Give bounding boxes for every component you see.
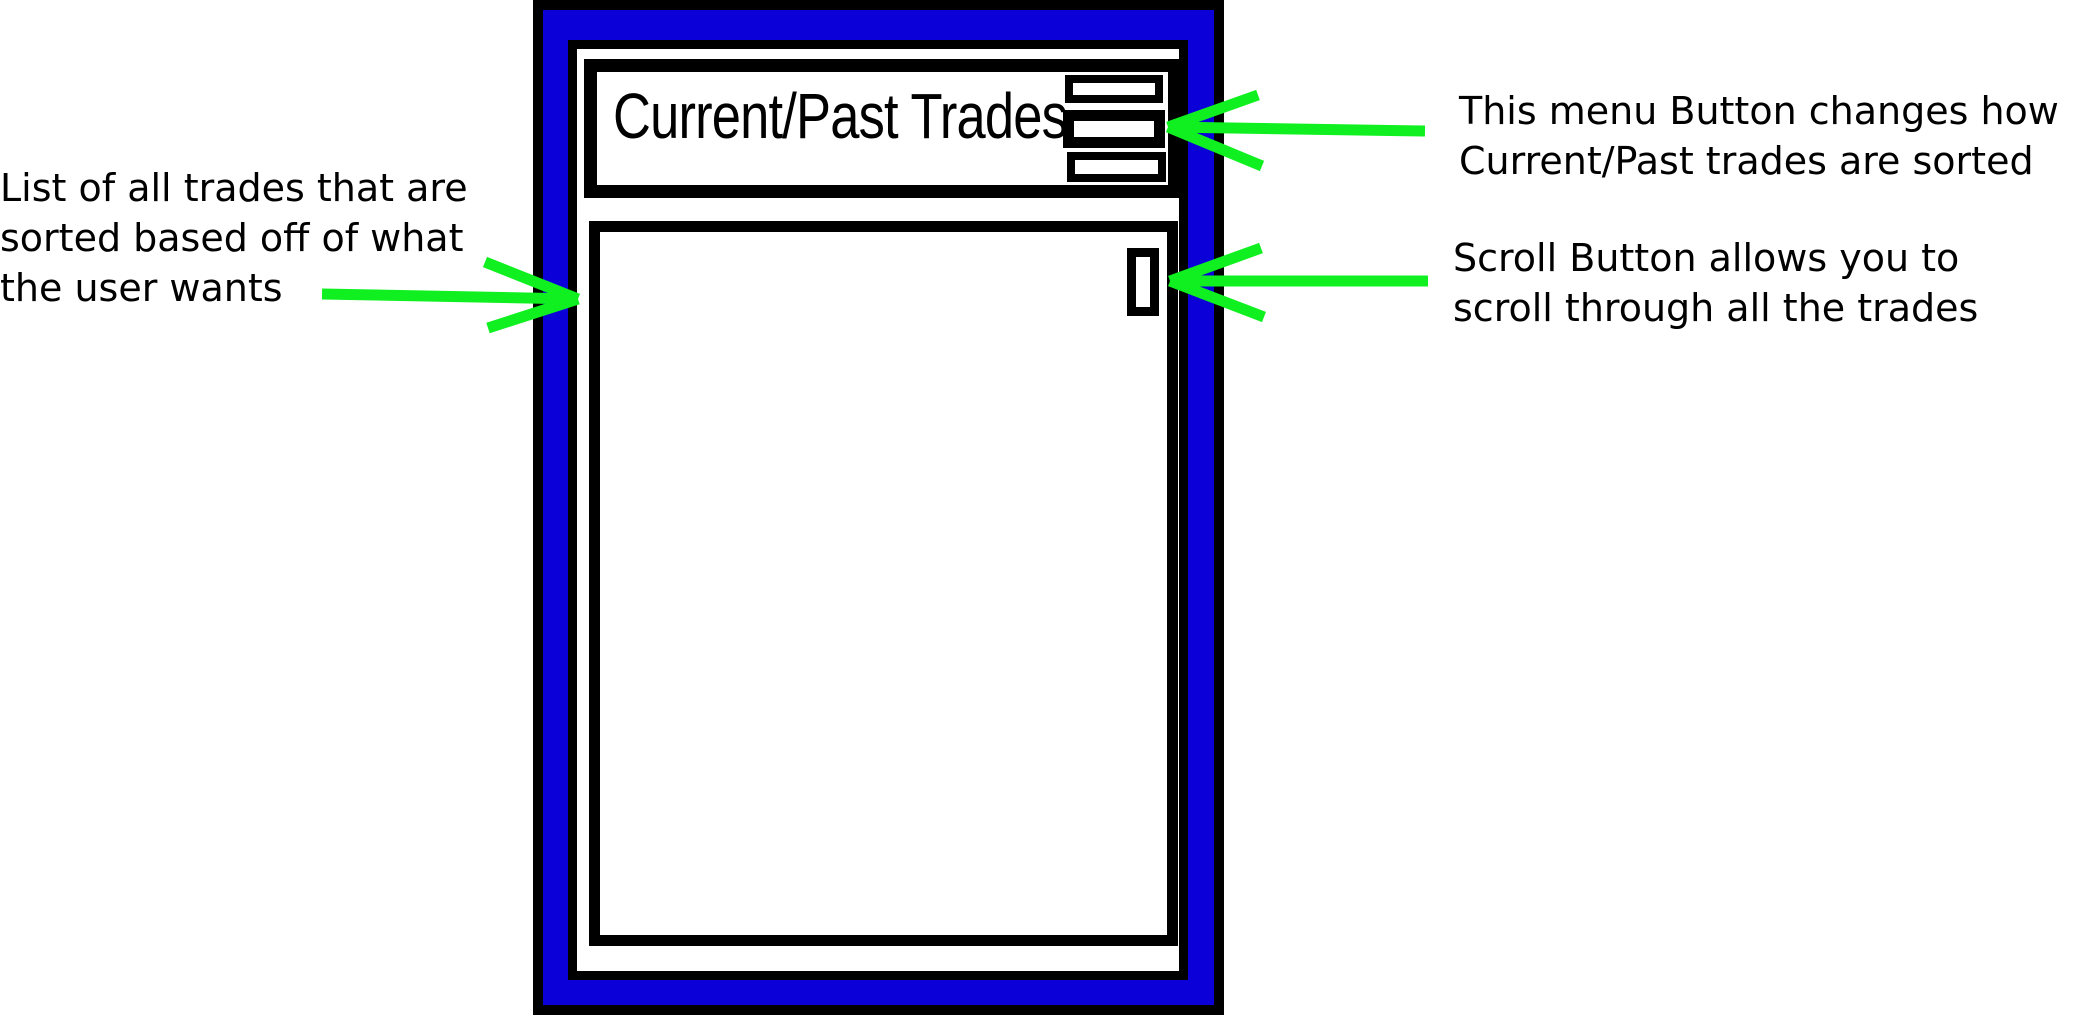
menu-bar-middle bbox=[1063, 110, 1165, 148]
sort-menu-button[interactable] bbox=[1063, 72, 1168, 183]
page-title: Current/Past Trades bbox=[613, 80, 1068, 152]
annotation-menu-button: This menu Button changes how Current/Pas… bbox=[1459, 89, 2059, 183]
app-screen: Current/Past Trades bbox=[568, 40, 1188, 980]
trades-list[interactable] bbox=[589, 221, 1178, 946]
device-frame: Current/Past Trades bbox=[533, 0, 1224, 1015]
menu-bar-bottom bbox=[1067, 152, 1166, 182]
scroll-button[interactable] bbox=[1127, 248, 1159, 316]
annotation-trades-list: List of all trades that are sorted based… bbox=[0, 166, 468, 310]
menu-bar-top bbox=[1065, 75, 1163, 103]
header: Current/Past Trades bbox=[584, 59, 1181, 198]
annotation-scroll-button: Scroll Button allows you to scroll throu… bbox=[1453, 236, 1979, 330]
